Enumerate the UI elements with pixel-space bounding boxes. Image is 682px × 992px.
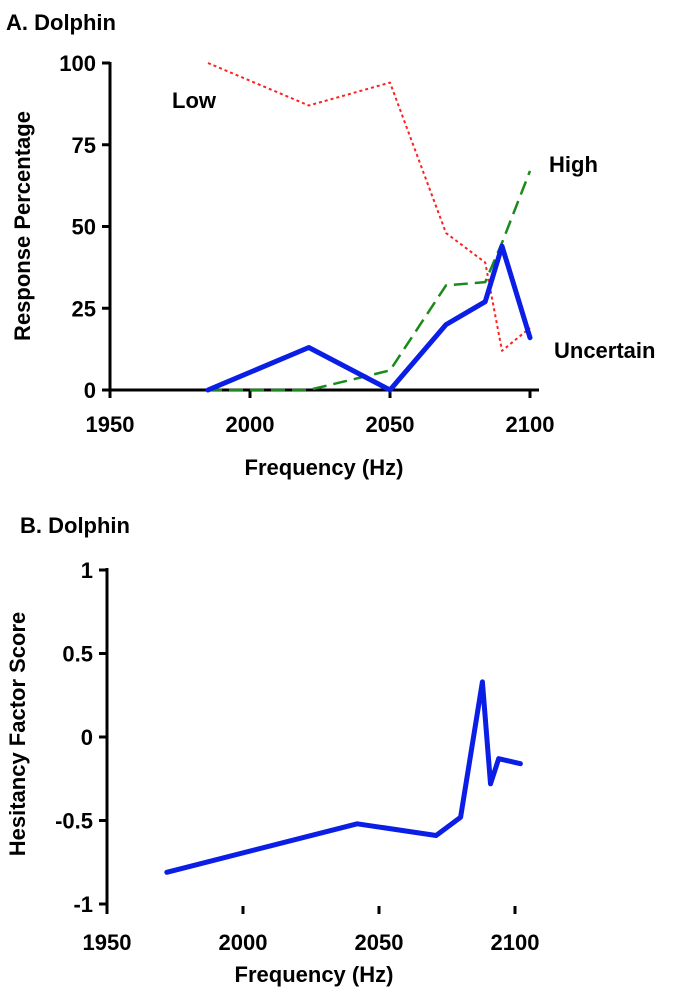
series-label-high: High [549, 152, 598, 177]
panel-b-title: B. Dolphin [20, 513, 130, 538]
panel-a-title: A. Dolphin [6, 10, 116, 35]
panel-a-y-tick-label: 0 [84, 378, 96, 403]
panel-a-y-tick-label: 75 [72, 133, 96, 158]
panel-b-x-tick-label: 2100 [491, 930, 540, 955]
panel-b-x-tick-label: 2050 [355, 930, 404, 955]
panel-b-y-tick-label: -0.5 [55, 809, 93, 834]
panel-b-y-tick-label: 0 [81, 725, 93, 750]
panel-a-series-line-low [207, 62, 531, 352]
panel-a-x-axis-title: Frequency (Hz) [245, 455, 404, 480]
panel-b-x-tick-label: 2000 [219, 930, 268, 955]
panel-b: B. Dolphin Hesitancy Factor Score Freque… [5, 513, 539, 987]
panel-b-x-tick-label: 1950 [83, 930, 132, 955]
panel-b-y-tick-label: 1 [81, 558, 93, 583]
panel-a-y-axis-title: Response Percentage [10, 111, 35, 341]
panel-a-series-line-high [208, 170, 532, 392]
panel-a-y-tick-label: 100 [59, 51, 96, 76]
panel-b-y-axis-title: Hesitancy Factor Score [5, 612, 30, 857]
series-label-uncertain: Uncertain [554, 338, 655, 363]
panel-a-y-tick-label: 50 [72, 215, 96, 240]
panel-a-x-tick-label: 1950 [86, 412, 135, 437]
series-label-low: Low [172, 88, 217, 113]
panel-a-x-tick-label: 2000 [226, 412, 275, 437]
panel-a-series-line-uncertain [205, 243, 533, 393]
panel-b-series-line-hesitancy [164, 679, 523, 875]
panel-b-y-tick-label: 0.5 [62, 642, 93, 667]
panel-b-x-axis-title: Frequency (Hz) [235, 962, 394, 987]
panel-b-y-tick-label: -1 [73, 892, 93, 917]
panel-a-x-tick-label: 2100 [506, 412, 555, 437]
panel-a: A. Dolphin Response Percentage Frequency… [6, 10, 655, 480]
panel-a-y-tick-label: 25 [72, 296, 96, 321]
panel-a-x-tick-label: 2050 [366, 412, 415, 437]
